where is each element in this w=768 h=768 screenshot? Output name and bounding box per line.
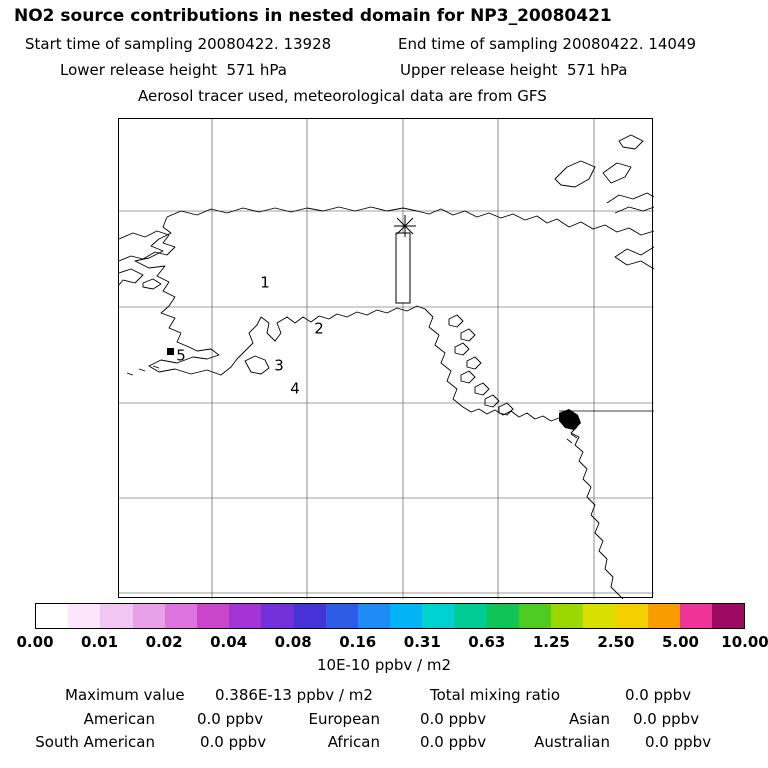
coastline xyxy=(119,134,654,599)
region-value-asian: 0.0 ppbv xyxy=(633,710,700,728)
colorbar-segment xyxy=(615,604,648,628)
colorbar-segment xyxy=(132,604,165,628)
panhandle-island xyxy=(498,402,514,416)
panhandle-island xyxy=(474,382,490,396)
colorbar xyxy=(35,603,745,629)
max-value: 0.386E-13 ppbv / m2 xyxy=(215,686,373,704)
arctic-island xyxy=(554,160,596,188)
source-marker-5: 5 xyxy=(176,346,186,365)
colorbar-segment xyxy=(486,604,519,628)
colorbar-tick: 0.00 xyxy=(16,633,54,651)
colorbar-tick: 0.63 xyxy=(468,633,506,651)
source-marker-1: 1 xyxy=(260,273,270,292)
puget-sound-detail xyxy=(566,433,578,444)
arctic-island xyxy=(606,192,654,204)
colorbar-segment xyxy=(357,604,391,628)
panhandle-island xyxy=(466,356,482,370)
colorbar-segment xyxy=(647,604,680,628)
colorbar-segment xyxy=(68,604,101,628)
alaska-west-coastline xyxy=(134,216,624,599)
colorbar-ticks: 0.00 0.01 0.02 0.04 0.08 0.16 0.31 0.63 1.25 2.50… xyxy=(16,633,768,651)
arctic-coastline xyxy=(166,206,654,236)
end-time-text: End time of sampling 20080422. 14049 xyxy=(398,35,697,53)
colorbar-segment xyxy=(164,604,197,628)
panhandle-island xyxy=(484,394,500,408)
arctic-island xyxy=(614,206,654,214)
colorbar-tick: 5.00 xyxy=(661,633,699,651)
tracer-info-text: Aerosol tracer used, meteorological data… xyxy=(138,87,547,105)
colorbar-tick: 0.08 xyxy=(274,633,312,651)
total-mixing-ratio-label: Total mixing ratio xyxy=(430,686,561,704)
start-time-text: Start time of sampling 20080422. 13928 xyxy=(25,35,332,53)
source-marker-4: 4 xyxy=(290,379,300,398)
colorbar-segment xyxy=(518,604,551,628)
panhandle-island xyxy=(454,342,470,356)
colorbar-segment xyxy=(583,604,616,628)
release-star-icon xyxy=(394,215,416,237)
colorbar-segment xyxy=(711,604,745,628)
colorbar-tick: 2.50 xyxy=(597,633,635,651)
region-value-african: 0.0 ppbv xyxy=(420,733,487,751)
colorbar-segment xyxy=(551,604,584,628)
lower-release-height-text: Lower release height 571 hPa xyxy=(60,61,287,79)
colorbar-segment xyxy=(229,604,262,628)
chukotka-coastline xyxy=(119,230,176,262)
source-marker-2: 2 xyxy=(314,319,324,338)
colorbar-tick: 0.16 xyxy=(339,633,377,651)
colorbar-segment xyxy=(325,604,358,628)
colorbar-segment xyxy=(679,604,712,628)
region-label-south-american: South American xyxy=(35,733,155,751)
amundsen-gulf-coast xyxy=(614,246,654,270)
region-label-african: African xyxy=(327,733,380,751)
region-label-australian: Australian xyxy=(534,733,610,751)
colorbar-segment xyxy=(390,604,423,628)
plot-title: NO2 source contributions in nested domai… xyxy=(14,6,612,26)
max-value-label: Maximum value xyxy=(65,686,185,704)
colorbar-tick: 0.02 xyxy=(145,633,183,651)
release-column-box xyxy=(395,232,411,304)
colorbar-tick: 0.31 xyxy=(403,633,441,651)
panhandle-island xyxy=(460,328,476,342)
colorbar-tick: 0.01 xyxy=(81,633,119,651)
aleutian-islets xyxy=(126,365,160,376)
colorbar-units-label: 10E-10 ppbv / m2 xyxy=(316,656,452,674)
colorbar-tick: 1.25 xyxy=(532,633,570,651)
region-value-south-american: 0.0 ppbv xyxy=(200,733,267,751)
station-square xyxy=(167,348,174,355)
region-value-european: 0.0 ppbv xyxy=(420,710,487,728)
total-mixing-ratio-value: 0.0 ppbv xyxy=(625,686,692,704)
region-value-american: 0.0 ppbv xyxy=(197,710,264,728)
colorbar-segment xyxy=(100,604,133,628)
colorbar-segment xyxy=(454,604,487,628)
map-canvas xyxy=(119,119,654,599)
colorbar-segment xyxy=(422,604,455,628)
chukotka-coastline-2 xyxy=(119,268,144,286)
colorbar-segment xyxy=(36,604,69,628)
panhandle-island xyxy=(448,314,464,328)
vancouver-island-blob xyxy=(559,409,581,430)
panhandle-island xyxy=(460,370,476,384)
colorbar-segment xyxy=(261,604,294,628)
colorbar-tick: 0.04 xyxy=(210,633,248,651)
st-lawrence-island xyxy=(142,278,162,290)
region-label-asian: Asian xyxy=(569,710,610,728)
arctic-island xyxy=(602,162,632,184)
region-label-american: American xyxy=(83,710,155,728)
region-value-australian: 0.0 ppbv xyxy=(645,733,712,751)
upper-release-height-text: Upper release height 571 hPa xyxy=(400,61,628,79)
colorbar-segment xyxy=(293,604,326,628)
arctic-island xyxy=(618,134,644,150)
region-label-european: European xyxy=(308,710,380,728)
colorbar-tick: 10.00 xyxy=(721,633,768,651)
colorbar-segment xyxy=(196,604,230,628)
kodiak-island xyxy=(244,355,270,375)
source-marker-3: 3 xyxy=(274,356,284,375)
